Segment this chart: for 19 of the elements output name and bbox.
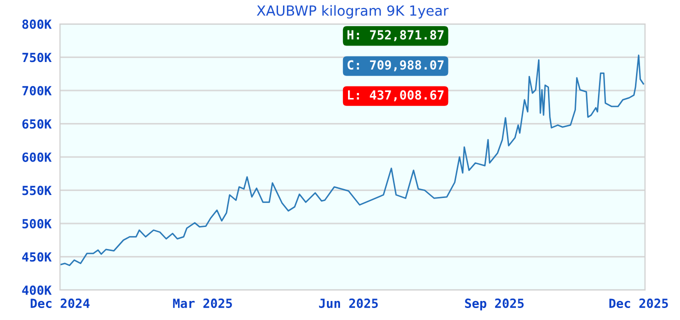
y-tick-label: 550K bbox=[22, 186, 52, 196]
x-tick-label: Jun 2025 bbox=[319, 298, 378, 308]
y-tick-label: 450K bbox=[22, 252, 52, 262]
annotation: L: 437,008.67 bbox=[348, 90, 444, 102]
y-tick-label: 500K bbox=[22, 218, 52, 228]
y-tick-label: 700K bbox=[22, 86, 52, 96]
x-tick-label: Mar 2025 bbox=[173, 298, 232, 308]
y-tick-label: 800K bbox=[22, 19, 52, 29]
y-tick-label: 650K bbox=[22, 119, 52, 129]
y-tick-label: 600K bbox=[22, 152, 52, 162]
x-tick-label: Sep 2025 bbox=[465, 298, 524, 310]
annotation: H: 752,871.87 bbox=[347, 30, 444, 42]
chart-title: XAUBWP kilogram 9K 1year bbox=[256, 5, 449, 19]
y-tick-label: 400K bbox=[22, 285, 52, 295]
annotation: C: 709,988.07 bbox=[348, 60, 444, 72]
line-series bbox=[60, 54, 644, 266]
y-tick-label: 750K bbox=[22, 52, 52, 62]
x-tick-label: Dec 2024 bbox=[30, 298, 90, 308]
x-tick-label: Dec 2025 bbox=[609, 298, 668, 308]
